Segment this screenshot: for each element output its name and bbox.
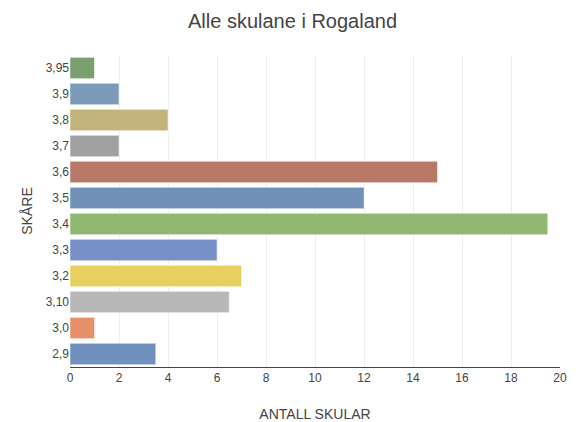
svg-text:3,5: 3,5 xyxy=(52,191,69,205)
svg-text:ANTALL SKULAR: ANTALL SKULAR xyxy=(259,406,370,422)
svg-text:3,95: 3,95 xyxy=(46,61,70,75)
svg-text:SKÅRE: SKÅRE xyxy=(19,187,35,234)
svg-text:0: 0 xyxy=(67,371,74,385)
svg-text:Alle skulane i Rogaland: Alle skulane i Rogaland xyxy=(188,10,397,32)
svg-text:3,10: 3,10 xyxy=(46,295,70,309)
svg-text:3,8: 3,8 xyxy=(52,113,69,127)
svg-text:16: 16 xyxy=(455,371,469,385)
svg-text:3,2: 3,2 xyxy=(52,269,69,283)
svg-text:4: 4 xyxy=(165,371,172,385)
svg-text:2: 2 xyxy=(116,371,123,385)
svg-text:12: 12 xyxy=(357,371,371,385)
svg-text:14: 14 xyxy=(406,371,420,385)
svg-text:2,9: 2,9 xyxy=(52,347,69,361)
svg-text:6: 6 xyxy=(214,371,221,385)
svg-text:8: 8 xyxy=(263,371,270,385)
svg-text:3,4: 3,4 xyxy=(52,217,69,231)
svg-text:3,7: 3,7 xyxy=(52,139,69,153)
svg-text:3,6: 3,6 xyxy=(52,165,69,179)
svg-text:3,0: 3,0 xyxy=(52,321,69,335)
svg-text:10: 10 xyxy=(308,371,322,385)
svg-text:3,3: 3,3 xyxy=(52,243,69,257)
svg-text:18: 18 xyxy=(504,371,518,385)
svg-text:20: 20 xyxy=(553,371,567,385)
svg-text:3,9: 3,9 xyxy=(52,87,69,101)
